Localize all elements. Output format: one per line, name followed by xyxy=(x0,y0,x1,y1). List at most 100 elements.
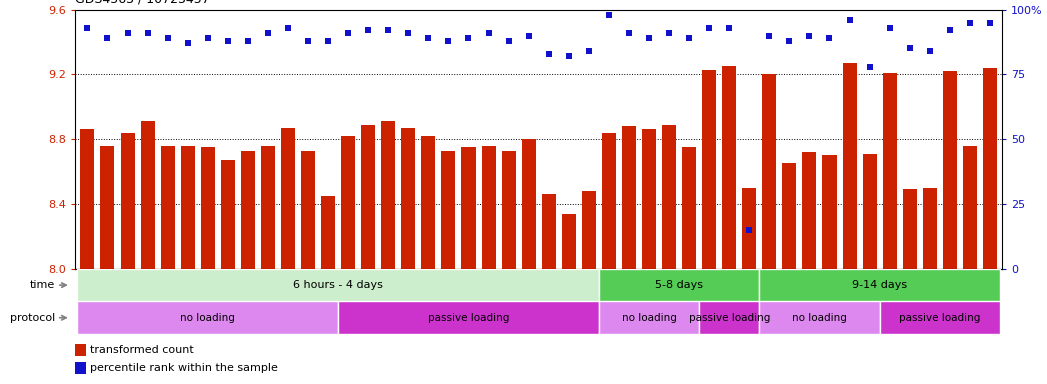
Bar xyxy=(160,146,175,269)
Point xyxy=(681,35,697,41)
Point xyxy=(380,27,397,33)
Bar xyxy=(75,344,86,356)
Point xyxy=(921,48,938,54)
Point xyxy=(520,33,537,39)
Bar xyxy=(599,301,699,334)
Point xyxy=(420,35,437,41)
Bar xyxy=(75,362,86,374)
Bar xyxy=(221,160,235,269)
Point xyxy=(220,38,237,44)
Bar xyxy=(742,188,756,269)
Text: 6 hours - 4 days: 6 hours - 4 days xyxy=(293,280,383,290)
Bar xyxy=(502,151,515,269)
Point xyxy=(882,25,898,31)
Bar xyxy=(699,301,759,334)
Bar xyxy=(782,164,797,269)
Point xyxy=(941,27,958,33)
Point xyxy=(440,38,456,44)
Bar xyxy=(421,136,436,269)
Bar xyxy=(759,269,1000,301)
Point xyxy=(801,33,818,39)
Point xyxy=(641,35,658,41)
Text: no loading: no loading xyxy=(180,313,236,323)
Point xyxy=(661,30,677,36)
Bar xyxy=(942,71,957,269)
Point xyxy=(481,30,497,36)
Point xyxy=(720,25,737,31)
Bar xyxy=(802,152,817,269)
Bar xyxy=(341,136,355,269)
Point xyxy=(580,48,597,54)
Point xyxy=(199,35,216,41)
Bar xyxy=(381,121,396,269)
Point xyxy=(79,25,95,31)
Bar xyxy=(201,147,215,269)
Point xyxy=(621,30,638,36)
Point xyxy=(540,51,557,57)
Text: GDS4563 / 10723457: GDS4563 / 10723457 xyxy=(75,0,210,6)
Point xyxy=(500,38,517,44)
Bar xyxy=(302,151,315,269)
Bar xyxy=(883,73,896,269)
Point xyxy=(761,33,778,39)
Bar xyxy=(843,63,856,269)
Text: passive loading: passive loading xyxy=(899,313,980,323)
Bar xyxy=(662,125,676,269)
Bar xyxy=(922,188,937,269)
Point xyxy=(961,20,978,26)
Bar xyxy=(582,191,596,269)
Bar xyxy=(442,151,455,269)
Text: passive loading: passive loading xyxy=(689,313,770,323)
Bar xyxy=(321,196,335,269)
Point xyxy=(862,64,878,70)
Point xyxy=(360,27,377,33)
Bar xyxy=(77,269,599,301)
Text: passive loading: passive loading xyxy=(428,313,509,323)
Bar xyxy=(722,66,736,269)
Bar xyxy=(703,70,716,269)
Bar xyxy=(521,139,536,269)
Bar xyxy=(81,129,94,269)
Point xyxy=(781,38,798,44)
Bar xyxy=(879,301,1000,334)
Bar xyxy=(120,133,135,269)
Point xyxy=(240,38,257,44)
Text: percentile rank within the sample: percentile rank within the sample xyxy=(90,363,277,373)
Bar xyxy=(682,147,696,269)
Bar xyxy=(281,128,295,269)
Point xyxy=(139,30,156,36)
Text: 9-14 days: 9-14 days xyxy=(852,280,907,290)
Text: protocol: protocol xyxy=(9,313,55,323)
Text: transformed count: transformed count xyxy=(90,345,194,355)
Bar xyxy=(903,189,917,269)
Point xyxy=(319,38,336,44)
Bar xyxy=(261,146,275,269)
Bar xyxy=(963,146,977,269)
Point xyxy=(299,38,316,44)
Bar xyxy=(823,156,837,269)
Bar xyxy=(983,68,997,269)
Bar xyxy=(562,214,576,269)
Point xyxy=(159,35,176,41)
Bar xyxy=(241,151,254,269)
Bar xyxy=(140,121,155,269)
Bar xyxy=(361,125,375,269)
Point xyxy=(119,30,136,36)
Point xyxy=(400,30,417,36)
Bar xyxy=(599,269,759,301)
Point xyxy=(460,35,476,41)
Bar xyxy=(77,301,338,334)
Bar xyxy=(541,194,556,269)
Bar xyxy=(181,146,195,269)
Point xyxy=(99,35,116,41)
Bar xyxy=(622,126,636,269)
Bar xyxy=(401,128,416,269)
Bar xyxy=(602,133,616,269)
Bar xyxy=(642,129,656,269)
Point xyxy=(821,35,838,41)
Point xyxy=(601,12,618,18)
Text: time: time xyxy=(29,280,55,290)
Point xyxy=(179,40,196,46)
Bar xyxy=(338,301,599,334)
Bar xyxy=(101,146,114,269)
